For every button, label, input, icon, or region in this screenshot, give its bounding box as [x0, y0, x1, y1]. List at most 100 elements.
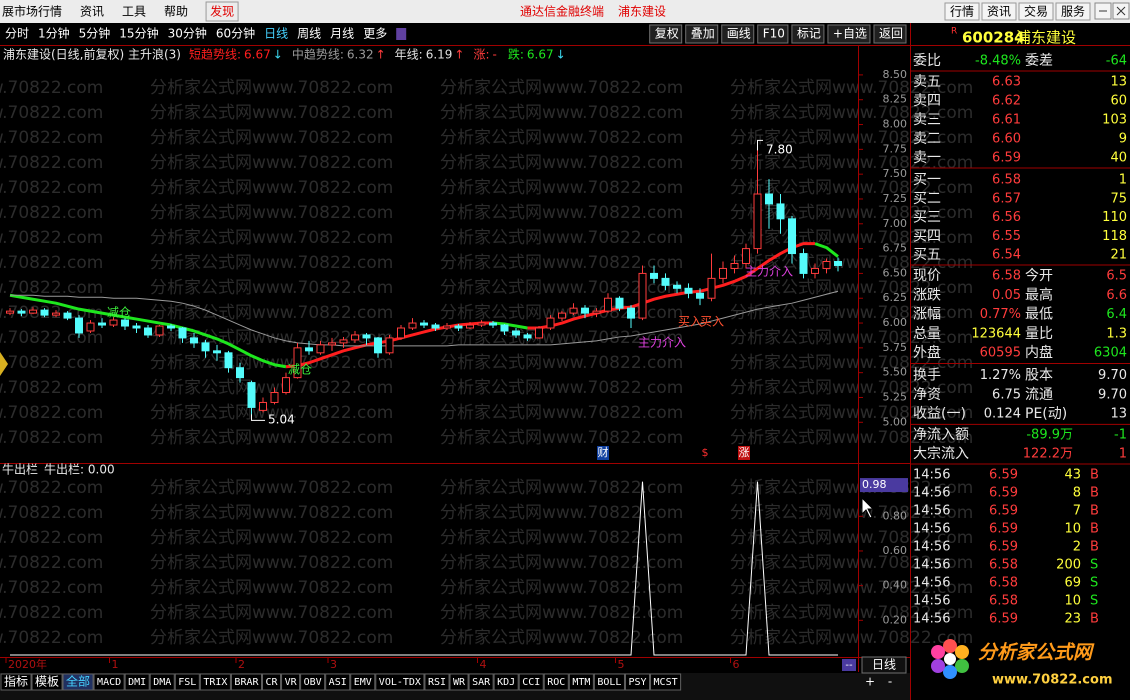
period-button-label[interactable]: 日线 [872, 658, 896, 672]
indicator-tab[interactable]: 模板 [35, 675, 59, 689]
menu-button[interactable] [944, 2, 980, 21]
period-dropdown[interactable] [396, 28, 407, 40]
indicator-tab[interactable]: CR [266, 677, 279, 688]
menu-item[interactable]: 工具 [122, 5, 146, 19]
indicator-tab-frame[interactable] [650, 673, 682, 691]
indicator-tab-frame[interactable] [199, 673, 231, 691]
period-tab[interactable]: 分时 [5, 27, 29, 41]
period-tab[interactable]: 15分钟 [119, 26, 158, 41]
indicator-tab[interactable]: WR [453, 677, 466, 688]
menu-button-label[interactable]: 交易 [1024, 4, 1048, 19]
indicator-tab[interactable]: BOLL [597, 677, 621, 688]
indicator-tab-frame[interactable] [424, 673, 450, 691]
indicator-tab-frame[interactable] [624, 673, 651, 691]
period-box-label[interactable]: -- [845, 660, 853, 671]
indicator-tab-frame[interactable] [325, 673, 351, 691]
indicator-tab[interactable]: BRAR [234, 677, 259, 688]
period-button[interactable] [861, 656, 907, 674]
indicator-tab[interactable]: DMI [128, 677, 146, 688]
zoom-in[interactable]: + [865, 675, 875, 689]
indicator-tab-frame[interactable] [0, 673, 32, 691]
tool-button-label[interactable]: +自选 [833, 27, 867, 41]
indicator-tab[interactable]: VOL-TDX [379, 677, 421, 688]
period-box[interactable] [842, 659, 856, 671]
event-marker-box[interactable] [699, 446, 711, 460]
menu-item[interactable]: 展市场行情 [2, 4, 62, 19]
event-marker[interactable]: $ [702, 446, 709, 459]
indicator-tab-frame[interactable] [93, 673, 125, 691]
indicator-tab[interactable]: VR [285, 677, 298, 688]
indicator-tab-frame[interactable] [31, 673, 63, 691]
period-tab[interactable]: 月线 [330, 27, 354, 41]
indicator-tab-frame[interactable] [149, 673, 175, 691]
tool-button-label[interactable]: 叠加 [691, 27, 715, 41]
indicator-tab-frame[interactable] [62, 673, 94, 691]
tool-button-label[interactable]: 画线 [727, 27, 751, 41]
tool-button[interactable] [649, 24, 683, 44]
indicator-tab[interactable]: OBV [304, 677, 322, 688]
indicator-tab[interactable]: KDJ [497, 677, 515, 688]
menu-button[interactable] [1055, 2, 1091, 21]
indicator-tab-frame[interactable] [350, 673, 376, 691]
indicator-tab-frame[interactable] [449, 673, 469, 691]
menu-button[interactable] [981, 2, 1017, 21]
indicator-tab[interactable]: MACD [97, 677, 121, 688]
indicator-tab-frame[interactable] [568, 673, 594, 691]
menu-button-label[interactable]: 资讯 [987, 5, 1011, 19]
indicator-tab[interactable]: 指标 [4, 674, 28, 689]
indicator-tab-frame[interactable] [518, 673, 544, 691]
tool-button-label[interactable]: 标记 [797, 27, 821, 41]
indicator-tab[interactable]: FSL [178, 677, 196, 688]
indicator-tab-frame[interactable] [375, 673, 425, 691]
tool-button-label[interactable]: 复权 [655, 27, 679, 41]
event-marker[interactable]: 涨 [739, 446, 750, 459]
indicator-tab-frame[interactable] [300, 673, 326, 691]
indicator-tab[interactable]: PSY [628, 677, 646, 688]
indicator-tab[interactable]: CCI [522, 677, 540, 688]
menu-button[interactable] [1018, 2, 1054, 21]
indicator-tab-frame[interactable] [593, 673, 625, 691]
indicator-tab-frame[interactable] [281, 673, 301, 691]
indicator-tab[interactable]: EMV [354, 677, 372, 688]
tool-button[interactable] [757, 24, 789, 44]
event-marker-box[interactable] [738, 446, 750, 460]
indicator-tab[interactable]: 全部 [66, 674, 90, 689]
indicator-tab[interactable]: ROC [547, 677, 565, 688]
indicator-tab[interactable]: TRIX [203, 677, 227, 688]
event-marker-box[interactable] [597, 446, 609, 460]
period-tab[interactable]: 日线 [264, 27, 288, 41]
period-tab[interactable]: 1分钟 [38, 26, 70, 41]
tool-button[interactable] [721, 24, 755, 44]
zoom-out[interactable]: - [888, 675, 892, 689]
period-tab[interactable]: 30分钟 [168, 26, 207, 41]
tool-button-label[interactable]: 返回 [879, 27, 903, 41]
side-arrow[interactable] [0, 352, 8, 376]
indicator-tab[interactable]: DMA [153, 677, 171, 688]
period-tab[interactable]: 周线 [297, 27, 321, 41]
tool-button[interactable] [873, 24, 907, 44]
indicator-tab[interactable]: MCST [654, 677, 678, 688]
indicator-tab[interactable]: SAR [472, 677, 491, 688]
tool-button[interactable] [791, 24, 825, 44]
indicator-tab-frame[interactable] [262, 673, 282, 691]
indicator-tab[interactable]: ASI [329, 677, 347, 688]
tool-button[interactable] [685, 24, 719, 44]
indicator-tab-frame[interactable] [468, 673, 494, 691]
period-tab[interactable]: 更多 [363, 27, 387, 41]
indicator-tab-frame[interactable] [174, 673, 200, 691]
menu-item[interactable]: 帮助 [164, 5, 188, 19]
tool-button[interactable] [827, 24, 871, 44]
event-marker[interactable]: 财 [598, 445, 609, 459]
tool-button-label[interactable]: F10 [763, 27, 785, 41]
indicator-tab[interactable]: MTM [572, 677, 590, 688]
indicator-tab-frame[interactable] [230, 673, 263, 691]
menu-button-label[interactable]: 服务 [1061, 4, 1085, 19]
discover-menu[interactable]: 发现 [210, 4, 234, 19]
period-tab[interactable]: 60分钟 [216, 26, 255, 41]
indicator-tab-frame[interactable] [493, 673, 519, 691]
indicator-tab-frame[interactable] [543, 673, 569, 691]
menu-button-label[interactable]: 行情 [950, 5, 974, 19]
menu-item[interactable]: 资讯 [80, 5, 104, 19]
period-tab[interactable]: 5分钟 [79, 26, 111, 41]
indicator-tab-frame[interactable] [124, 673, 150, 691]
